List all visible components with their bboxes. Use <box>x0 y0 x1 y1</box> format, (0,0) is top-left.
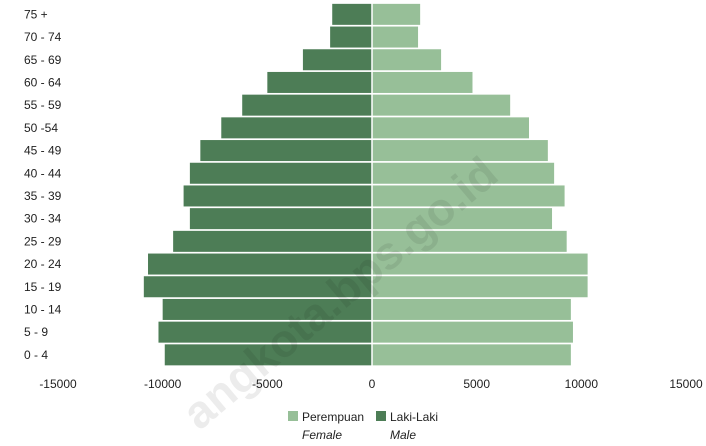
bar-perempuan-70-74 <box>372 26 419 48</box>
bar-perempuan-20-24 <box>372 253 588 275</box>
bar-perempuan-25-29 <box>372 230 567 252</box>
legend-swatch-laki-laki <box>376 411 386 421</box>
bar-perempuan-30-34 <box>372 208 553 230</box>
age-label-15-19: 15 - 19 <box>24 280 62 294</box>
bar-laki-laki-60-64 <box>267 71 372 93</box>
legend: Perempuan Female Laki-Laki Male <box>288 410 438 442</box>
bar-perempuan-15-19 <box>372 276 588 298</box>
x-tick-minus-10000: -10000 <box>144 377 182 391</box>
age-label-35-39: 35 - 39 <box>24 189 62 203</box>
bar-perempuan-60-64 <box>372 71 473 93</box>
age-group-labels: 75 + 70 - 74 65 - 69 60 - 64 55 - 59 50 -54 45… <box>24 7 62 362</box>
bar-laki-laki-50-54 <box>221 117 372 139</box>
legend-label-laki-laki: Laki-Laki <box>390 410 438 424</box>
bar-laki-laki-15-19 <box>143 276 372 298</box>
bar-perempuan-0-4 <box>372 344 571 366</box>
age-label-55-59: 55 - 59 <box>24 98 62 112</box>
age-label-0-4: 0 - 4 <box>24 348 48 362</box>
age-label-20-24: 20 - 24 <box>24 257 62 271</box>
bar-laki-laki-45-49 <box>200 140 372 162</box>
x-tick-5000: 5000 <box>463 377 490 391</box>
bar-perempuan-50-54 <box>372 117 529 139</box>
bar-perempuan-40-44 <box>372 162 555 184</box>
legend-sublabel-female: Female <box>302 428 342 442</box>
bar-perempuan-45-49 <box>372 140 548 162</box>
age-label-60-64: 60 - 64 <box>24 75 62 89</box>
age-label-75: 75 + <box>24 7 48 21</box>
bar-laki-laki-55-59 <box>242 94 372 116</box>
legend-label-perempuan: Perempuan <box>302 410 364 424</box>
bar-laki-laki-75 <box>332 3 372 25</box>
age-label-5-9: 5 - 9 <box>24 325 48 339</box>
bar-laki-laki-30-34 <box>189 208 372 230</box>
age-label-25-29: 25 - 29 <box>24 234 62 248</box>
x-tick-minus-5000: -5000 <box>252 377 283 391</box>
bar-laki-laki-25-29 <box>173 230 372 252</box>
age-label-45-49: 45 - 49 <box>24 144 62 158</box>
bar-laki-laki-65-69 <box>302 49 372 71</box>
age-label-70-74: 70 - 74 <box>24 30 62 44</box>
bars-group <box>143 3 588 366</box>
age-label-65-69: 65 - 69 <box>24 53 62 67</box>
legend-sublabel-male: Male <box>390 428 416 442</box>
legend-swatch-perempuan <box>288 411 298 421</box>
bar-perempuan-10-14 <box>372 298 571 320</box>
x-tick-minus-15000: -15000 <box>39 377 77 391</box>
age-label-40-44: 40 - 44 <box>24 166 62 180</box>
bar-perempuan-5-9 <box>372 321 573 343</box>
bar-laki-laki-0-4 <box>164 344 372 366</box>
age-label-10-14: 10 - 14 <box>24 302 62 316</box>
bar-laki-laki-35-39 <box>183 185 372 207</box>
x-tick-15000: 15000 <box>669 377 703 391</box>
bar-perempuan-65-69 <box>372 49 442 71</box>
bar-perempuan-75 <box>372 3 421 25</box>
bar-perempuan-35-39 <box>372 185 565 207</box>
x-axis-tick-labels: -15000 -10000 -5000 0 5000 10000 15000 <box>39 377 703 391</box>
bar-perempuan-55-59 <box>372 94 511 116</box>
age-label-50-54: 50 -54 <box>24 121 58 135</box>
bar-laki-laki-5-9 <box>158 321 372 343</box>
bar-laki-laki-70-74 <box>330 26 372 48</box>
x-tick-0: 0 <box>369 377 376 391</box>
bar-laki-laki-40-44 <box>189 162 372 184</box>
x-tick-10000: 10000 <box>565 377 599 391</box>
age-label-30-34: 30 - 34 <box>24 212 62 226</box>
bar-laki-laki-20-24 <box>148 253 372 275</box>
bar-laki-laki-10-14 <box>162 298 372 320</box>
